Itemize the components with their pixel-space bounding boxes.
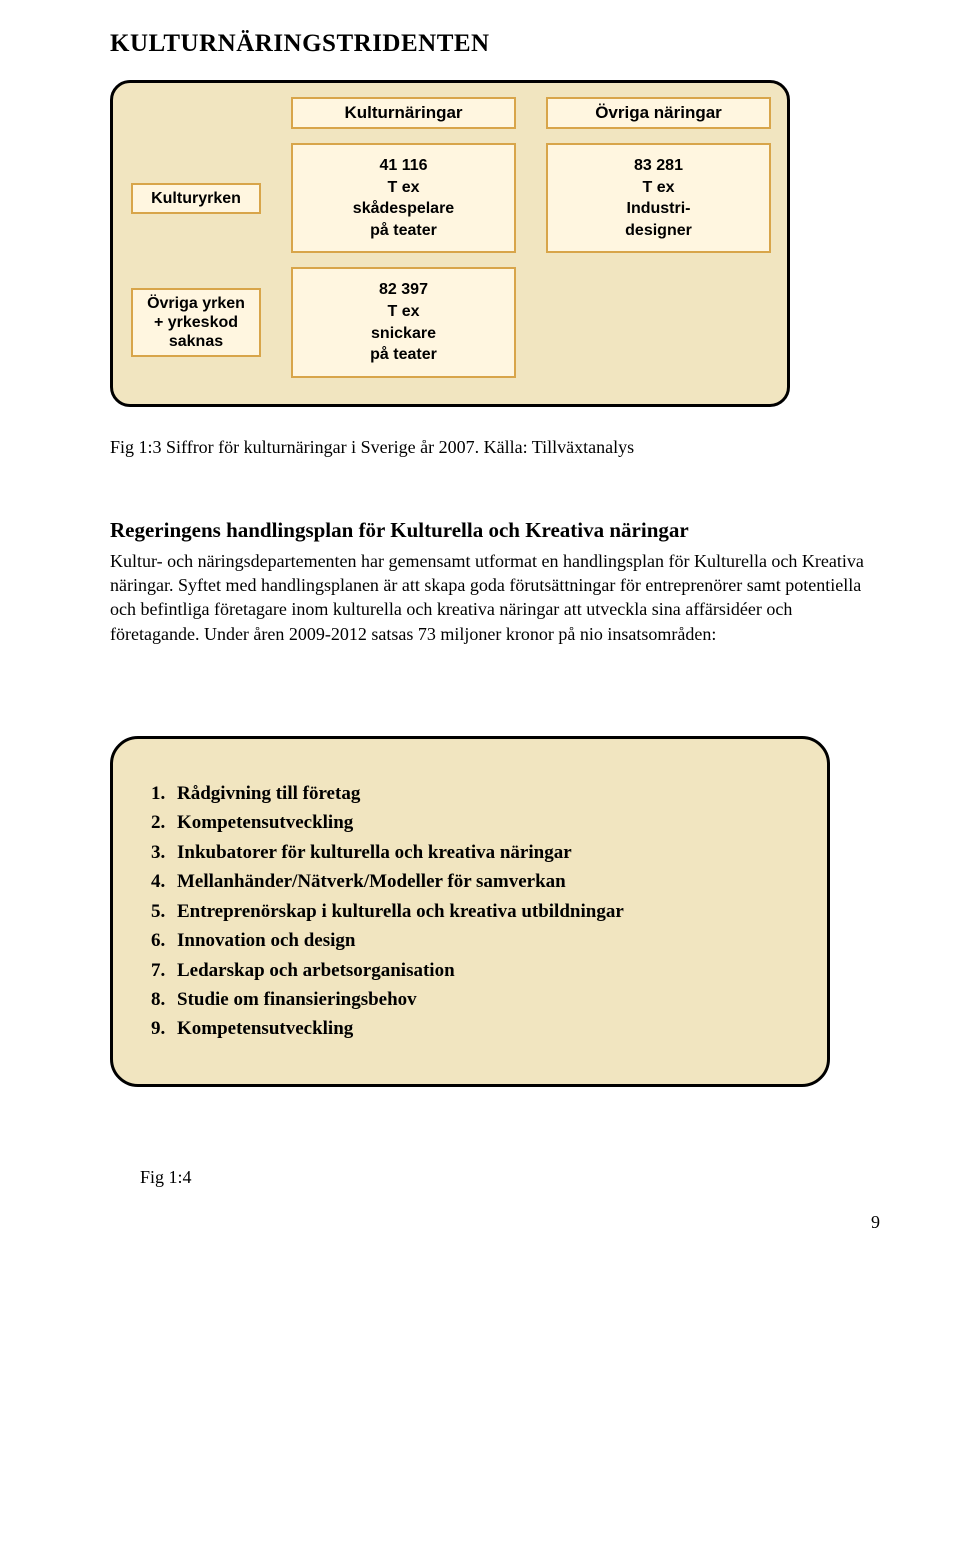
- cell-line: T ex: [299, 301, 508, 323]
- list-item: Kompetensutveckling: [151, 1014, 789, 1043]
- row-label-line: + yrkeskod: [139, 313, 253, 332]
- page-number: 9: [110, 1212, 880, 1233]
- cell-line: på teater: [299, 220, 508, 242]
- cell-value: 41 116: [299, 155, 508, 177]
- cell-line: designer: [554, 220, 763, 242]
- figure-caption-1-3: Fig 1:3 Siffror för kulturnäringar i Sve…: [110, 437, 880, 458]
- list-item: Mellanhänder/Nätverk/Modeller för samver…: [151, 867, 789, 896]
- list-item: Innovation och design: [151, 926, 789, 955]
- figure-label-1-4: Fig 1:4: [140, 1167, 880, 1188]
- cell-line: T ex: [554, 177, 763, 199]
- cell-line: skådespelare: [299, 198, 508, 220]
- list-item: Kompetensutveckling: [151, 808, 789, 837]
- list-item: Rådgivning till företag: [151, 779, 789, 808]
- list-panel: Rådgivning till företag Kompetensutveckl…: [110, 736, 830, 1087]
- col-header-ovriga: Övriga näringar: [546, 97, 771, 129]
- cell-line: Industri-: [554, 198, 763, 220]
- cell-line: snickare: [299, 323, 508, 345]
- body-paragraph: Kultur- och näringsdepartementen har gem…: [110, 549, 880, 646]
- cell-value: 83 281: [554, 155, 763, 177]
- section-heading: Regeringens handlingsplan för Kulturella…: [110, 518, 880, 543]
- col-header-kulturnaringar: Kulturnäringar: [291, 97, 516, 129]
- list-item: Studie om finansieringsbehov: [151, 985, 789, 1014]
- page-title: KULTURNÄRINGSTRIDENTEN: [110, 30, 880, 58]
- cell-r1c2: 83 281 T ex Industri- designer: [546, 143, 771, 253]
- list-item: Entreprenörskap i kulturella och kreativ…: [151, 897, 789, 926]
- cell-line: T ex: [299, 177, 508, 199]
- cell-line: på teater: [299, 344, 508, 366]
- row-label-line: Kulturyrken: [139, 189, 253, 208]
- row-label-line: saknas: [139, 332, 253, 351]
- matrix-panel: Kulturnäringar Övriga näringar Kulturyrk…: [110, 80, 790, 407]
- list-item: Ledarskap och arbetsorganisation: [151, 956, 789, 985]
- row-label-kulturyrken: Kulturyrken: [131, 183, 261, 214]
- list-item: Inkubatorer för kulturella och kreativa …: [151, 838, 789, 867]
- cell-r2c1: 82 397 T ex snickare på teater: [291, 267, 516, 377]
- cell-value: 82 397: [299, 279, 508, 301]
- matrix-grid: Kulturnäringar Övriga näringar Kulturyrk…: [131, 97, 769, 378]
- numbered-list: Rådgivning till företag Kompetensutveckl…: [151, 779, 789, 1044]
- row-label-ovriga-yrken: Övriga yrken + yrkeskod saknas: [131, 288, 261, 358]
- cell-r1c1: 41 116 T ex skådespelare på teater: [291, 143, 516, 253]
- row-label-line: Övriga yrken: [139, 294, 253, 313]
